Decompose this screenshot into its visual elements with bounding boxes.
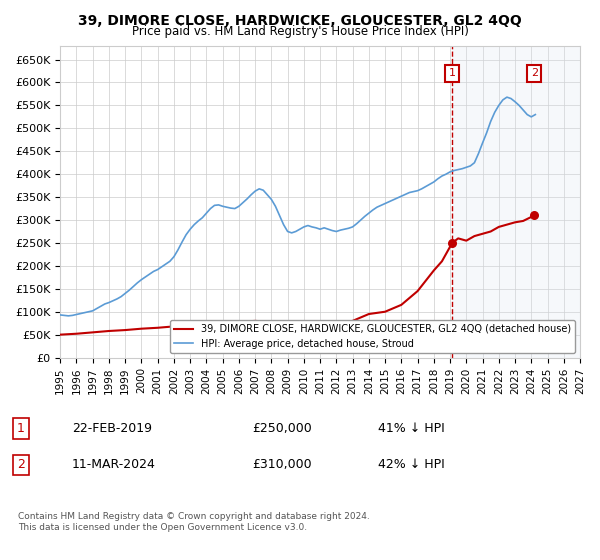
Text: 22-FEB-2019: 22-FEB-2019 (72, 422, 152, 435)
Legend: 39, DIMORE CLOSE, HARDWICKE, GLOUCESTER, GL2 4QQ (detached house), HPI: Average : 39, DIMORE CLOSE, HARDWICKE, GLOUCESTER,… (170, 320, 575, 353)
Point (448, 239, 457, 248)
Text: 41% ↓ HPI: 41% ↓ HPI (378, 422, 445, 435)
Point (530, 211, 539, 220)
Text: £310,000: £310,000 (252, 458, 311, 472)
Text: 39, DIMORE CLOSE, HARDWICKE, GLOUCESTER, GL2 4QQ: 39, DIMORE CLOSE, HARDWICKE, GLOUCESTER,… (78, 14, 522, 28)
Text: 1: 1 (17, 422, 25, 435)
Text: 1: 1 (449, 68, 455, 78)
Text: 42% ↓ HPI: 42% ↓ HPI (378, 458, 445, 472)
Bar (452, 46, 580, 358)
Text: Price paid vs. HM Land Registry's House Price Index (HPI): Price paid vs. HM Land Registry's House … (131, 25, 469, 38)
Text: Contains HM Land Registry data © Crown copyright and database right 2024.
This d: Contains HM Land Registry data © Crown c… (18, 512, 370, 532)
Text: 2: 2 (531, 68, 538, 78)
Text: 11-MAR-2024: 11-MAR-2024 (72, 458, 156, 472)
Text: £250,000: £250,000 (252, 422, 312, 435)
Text: 2: 2 (17, 458, 25, 472)
